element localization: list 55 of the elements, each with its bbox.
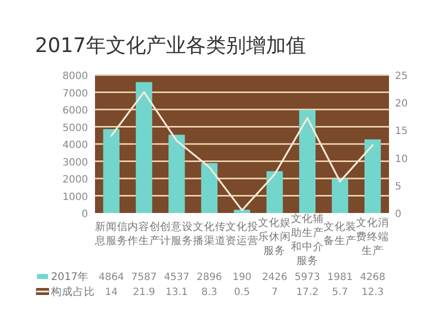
x-tick-label: 创意设计服务 <box>160 220 194 247</box>
y-tick-label: 5000 <box>62 122 88 134</box>
y2-tick-label: 25 <box>395 71 408 82</box>
y-tick-label: 4000 <box>62 140 88 151</box>
legend-label: 2017年 <box>51 271 89 283</box>
bar <box>168 134 185 213</box>
data-label: 13.1 <box>166 287 188 298</box>
data-label: 14 <box>104 287 118 298</box>
y-tick-label: 7000 <box>62 88 88 100</box>
bar <box>266 171 283 213</box>
y-tick-label: 6000 <box>62 106 88 116</box>
x-tick-label: 内容创作生产 <box>126 220 160 247</box>
data-label: 1981 <box>327 272 353 283</box>
y-tick-label: 3000 <box>62 157 88 168</box>
y-tick-label: 0 <box>82 209 88 220</box>
x-tick-label: 新闻信息服务 <box>94 220 128 247</box>
y2-tick-label: 10 <box>395 154 408 165</box>
x-tick-label: 文化娱乐休闲服务 <box>258 216 292 257</box>
data-label: 5.7 <box>332 287 348 298</box>
data-label: 190 <box>232 272 252 283</box>
chart-title: 2017年文化产业各类别增加值 <box>35 33 306 57</box>
data-label: 0.5 <box>234 287 250 298</box>
y-tick-label: 2000 <box>62 174 88 186</box>
bar <box>103 129 120 213</box>
x-tick-label: 文化装备生产 <box>324 220 356 247</box>
data-label: 2896 <box>196 272 222 283</box>
data-label: 7 <box>271 287 278 298</box>
bar <box>299 110 316 213</box>
y2-tick-label: 15 <box>395 126 408 138</box>
data-label: 2426 <box>262 272 288 283</box>
data-label: 7587 <box>131 272 157 283</box>
data-label: 5973 <box>294 272 320 283</box>
y-tick-label: 8000 <box>62 71 88 82</box>
bar <box>136 82 152 213</box>
x-tick-label: 文化传播渠道 <box>192 220 226 247</box>
y2-tick-label: 5 <box>395 181 402 192</box>
bar <box>332 178 348 213</box>
line-series <box>110 91 374 212</box>
x-tick-label: 文化投资运营 <box>226 220 258 247</box>
y-tick-label: 1000 <box>62 192 88 203</box>
y2-tick-label: 0 <box>395 209 402 220</box>
legend-label: 构成占比 <box>50 285 95 298</box>
data-label: 17.2 <box>296 287 318 298</box>
data-label: 4268 <box>360 272 386 283</box>
data-label: 8.3 <box>201 287 218 298</box>
bar <box>234 210 250 213</box>
data-label: 4864 <box>98 272 124 283</box>
data-label: 21.9 <box>132 287 156 298</box>
bar <box>364 139 381 213</box>
data-label: 12.3 <box>362 287 384 298</box>
bar <box>201 163 218 213</box>
y2-tick-label: 20 <box>395 98 408 110</box>
x-tick-label: 文化辅助生产和中介服务 <box>290 212 324 267</box>
data-label: 4537 <box>164 272 190 283</box>
x-tick-label: 文化消费终端生产 <box>356 216 390 257</box>
